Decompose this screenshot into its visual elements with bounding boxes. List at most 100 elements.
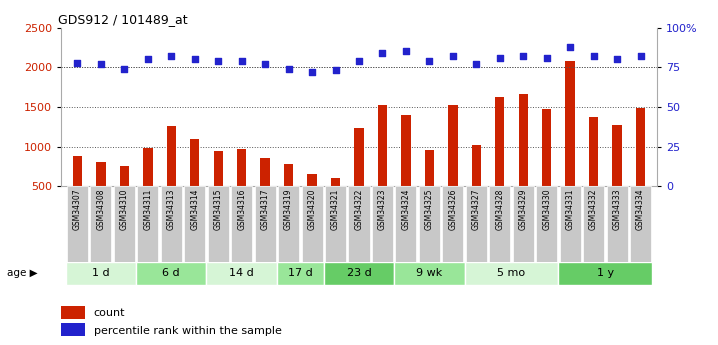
Bar [472,145,481,226]
Text: GSM34307: GSM34307 [73,189,82,230]
Bar [185,186,205,262]
Text: 23 d: 23 d [347,268,371,278]
Point [400,49,411,54]
Bar [354,128,364,226]
Text: GSM34323: GSM34323 [378,189,387,230]
Bar [114,186,135,262]
Bar [536,186,557,262]
Text: percentile rank within the sample: percentile rank within the sample [94,326,281,335]
Bar [66,262,136,285]
Bar [559,186,581,262]
Bar [518,94,528,226]
Point [166,53,177,59]
Text: GSM34308: GSM34308 [96,189,106,230]
Bar [489,186,510,262]
Bar [143,148,152,226]
Text: 6 d: 6 d [162,268,180,278]
Point [330,68,341,73]
Point [377,50,388,56]
Bar [284,164,294,226]
Bar [442,186,463,262]
Bar [466,186,487,262]
Bar [302,186,322,262]
Bar [96,162,106,226]
Bar [67,186,88,262]
Bar [325,186,346,262]
Bar [231,186,252,262]
Bar [137,186,159,262]
Bar [213,150,223,226]
Text: GSM34328: GSM34328 [495,189,504,230]
Text: 9 wk: 9 wk [416,268,442,278]
Bar [542,109,551,226]
Bar [307,174,317,226]
Point [307,69,318,75]
Point [635,53,646,59]
Point [72,60,83,65]
Text: 17 d: 17 d [288,268,313,278]
Point [518,53,529,59]
Point [283,66,294,72]
Bar [237,149,246,226]
Bar [607,186,628,262]
Text: GDS912 / 101489_at: GDS912 / 101489_at [58,13,187,27]
Text: GSM34324: GSM34324 [401,189,411,230]
Bar [424,150,434,226]
Text: 1 d: 1 d [92,268,110,278]
Bar [394,262,465,285]
Text: GSM34316: GSM34316 [237,189,246,230]
Text: 14 d: 14 d [229,268,254,278]
Bar [589,117,598,226]
Bar [372,186,393,262]
Text: age ▶: age ▶ [7,268,38,278]
Text: GSM34331: GSM34331 [566,189,574,230]
Text: GSM34320: GSM34320 [307,189,317,230]
Text: GSM34322: GSM34322 [355,189,363,230]
Bar [630,186,651,262]
Point [424,58,435,64]
Point [118,66,130,72]
Bar [396,186,416,262]
Bar [190,139,200,226]
Text: GSM34325: GSM34325 [425,189,434,230]
Text: GSM34313: GSM34313 [167,189,176,230]
Bar [136,262,207,285]
Point [353,58,365,64]
Bar [583,186,604,262]
Bar [90,186,111,262]
Point [236,58,248,64]
Point [259,61,271,67]
Bar [419,186,440,262]
Point [611,57,623,62]
Bar [120,166,129,226]
Bar [61,306,85,319]
Point [564,44,576,49]
Text: GSM34315: GSM34315 [214,189,223,230]
Point [189,57,200,62]
Bar [208,186,229,262]
Point [447,53,459,59]
Point [541,55,552,60]
Bar [559,262,652,285]
Bar [324,262,394,285]
Bar [73,156,82,226]
Text: count: count [94,308,126,318]
Point [470,61,482,67]
Text: GSM34334: GSM34334 [636,189,645,230]
Point [213,58,224,64]
Bar [448,105,457,226]
Bar [401,115,411,226]
Point [142,57,154,62]
Bar [465,262,559,285]
Text: GSM34319: GSM34319 [284,189,293,230]
Point [494,55,505,60]
Bar [612,125,622,226]
Bar [167,126,176,226]
Bar [261,158,270,226]
Text: GSM34326: GSM34326 [448,189,457,230]
Text: GSM34329: GSM34329 [518,189,528,230]
Point [588,53,600,59]
Point [95,61,107,67]
Bar [495,97,505,226]
Bar [348,186,370,262]
